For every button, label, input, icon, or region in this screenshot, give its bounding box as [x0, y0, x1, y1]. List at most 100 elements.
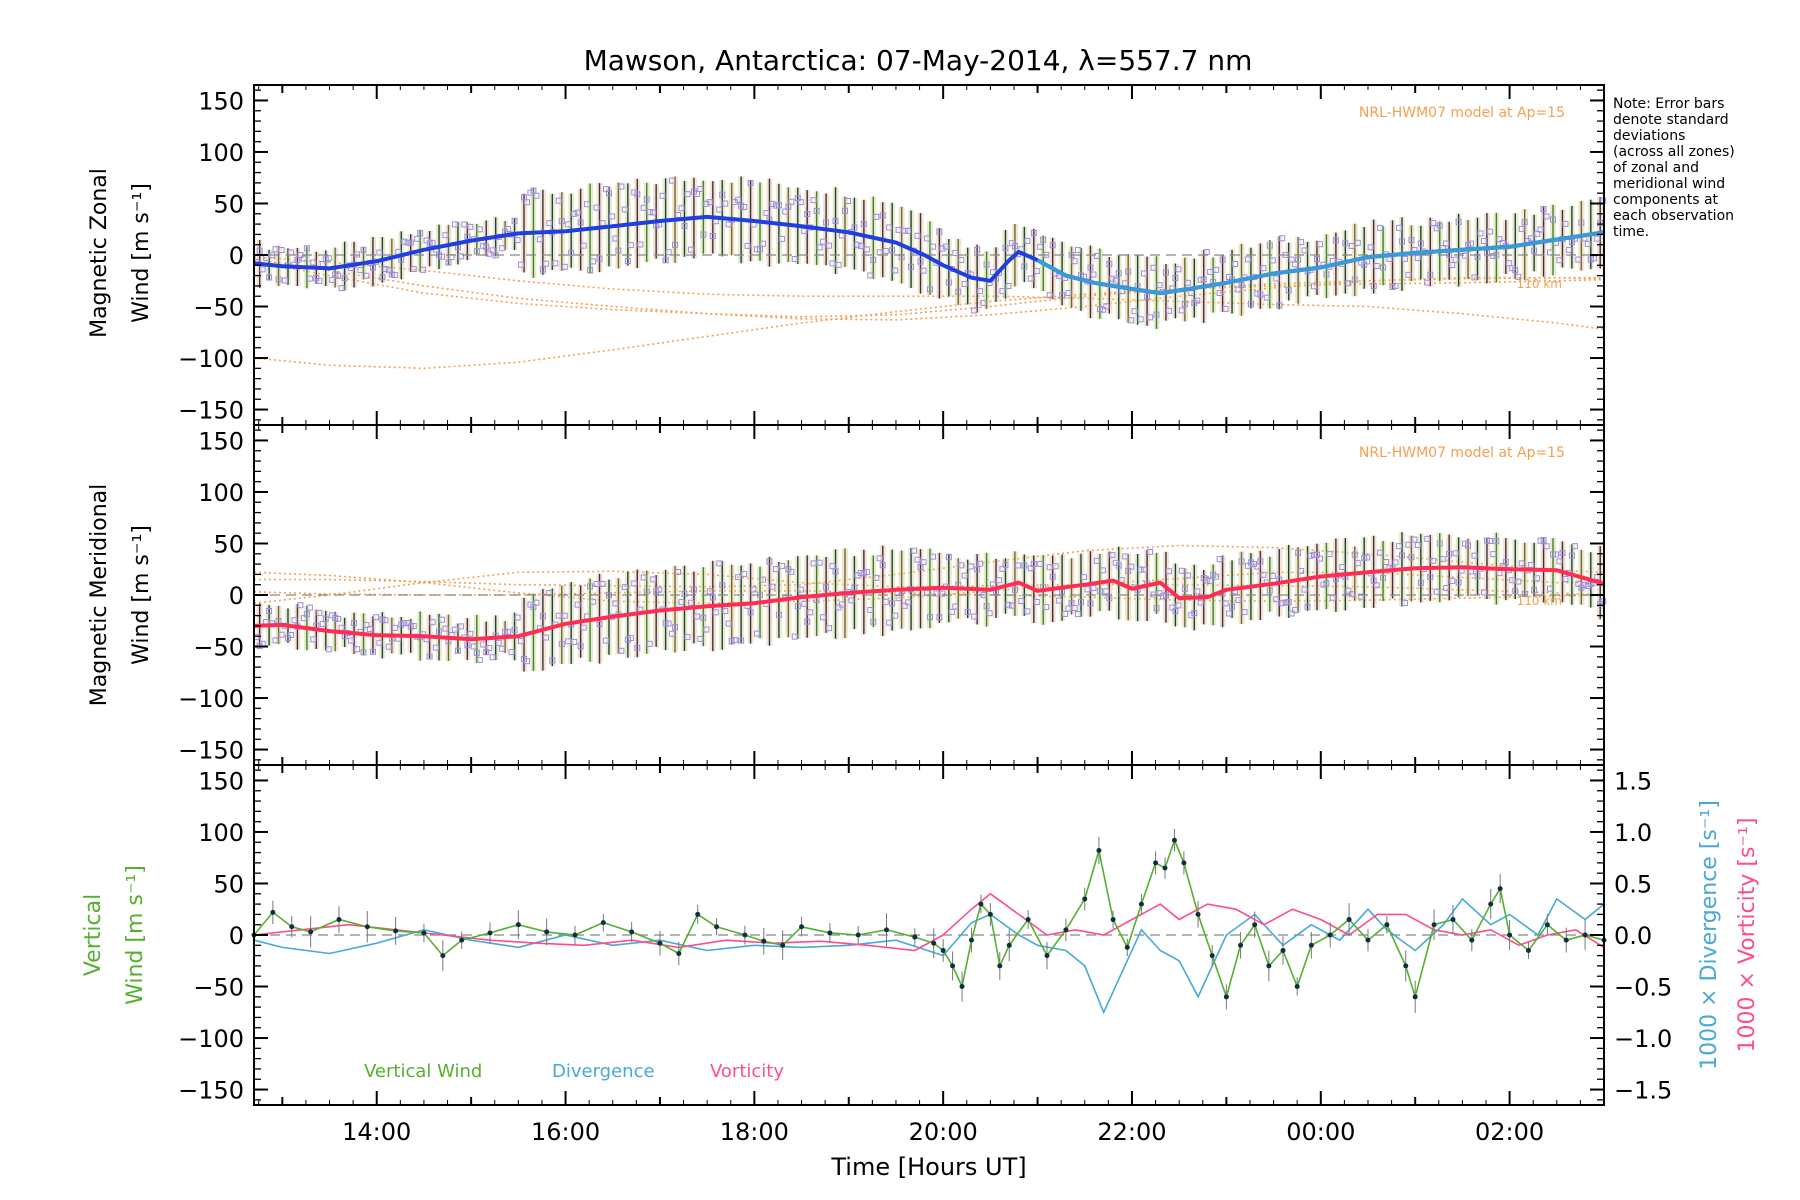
vertical-wind-point — [1044, 953, 1050, 959]
zone-wind-marker — [1537, 226, 1544, 233]
zone-wind-marker — [980, 299, 987, 306]
zone-wind-marker — [618, 183, 625, 190]
zone-wind-marker — [1128, 317, 1135, 324]
meridional-ylabel-line1: Magnetic Meridional — [87, 484, 112, 706]
vertical-wind-point — [761, 938, 767, 944]
zone-wind-marker — [1383, 559, 1390, 566]
zone-wind-marker — [863, 246, 870, 253]
zone-wind-marker — [1559, 549, 1566, 556]
y-tick-label: 0 — [229, 582, 244, 610]
zone-wind-marker — [1480, 238, 1487, 245]
zone-wind-marker — [901, 602, 908, 609]
zone-wind-marker — [561, 612, 568, 619]
vertical-wind-point — [997, 963, 1003, 969]
zone-wind-marker — [829, 260, 836, 267]
zone-wind-marker — [747, 609, 754, 616]
zone-wind-marker — [508, 649, 515, 656]
zone-wind-marker — [1314, 256, 1321, 263]
zone-wind-marker — [650, 209, 657, 216]
x-axis-label: Time [Hours UT] — [830, 1153, 1026, 1181]
zone-wind-marker — [1043, 603, 1050, 610]
vertical-wind-point — [931, 940, 937, 946]
zone-wind-marker — [832, 217, 839, 224]
zone-wind-marker — [1578, 219, 1585, 226]
zone-wind-marker — [1556, 558, 1563, 565]
zone-wind-marker — [1304, 603, 1311, 610]
zone-wind-marker — [775, 611, 782, 618]
zone-wind-marker — [631, 580, 638, 587]
zone-wind-marker — [1584, 240, 1591, 247]
zone-wind-marker — [719, 191, 726, 198]
vertical-wind-line — [253, 837, 1605, 1000]
zone-wind-marker — [325, 646, 332, 653]
vertical-wind-point — [1412, 994, 1418, 1000]
zone-wind-marker — [669, 630, 676, 637]
zone-wind-marker — [357, 267, 364, 274]
zone-wind-marker — [1398, 552, 1405, 559]
zonal-ylabel-line1: Magnetic Zonal — [87, 168, 112, 338]
zone-wind-marker — [646, 209, 653, 216]
zone-wind-marker — [1115, 562, 1122, 569]
vertical-wind-point — [940, 947, 946, 953]
zone-wind-marker — [929, 553, 936, 560]
y-tick-label: 50 — [213, 870, 244, 898]
zone-wind-marker — [835, 261, 842, 268]
zone-wind-marker — [1345, 280, 1352, 287]
vertical-wind-point — [1025, 917, 1031, 923]
zone-wind-marker — [1414, 542, 1421, 549]
y-tick-label: 0 — [229, 242, 244, 270]
x-tick-label: 02:00 — [1475, 1118, 1544, 1146]
zone-wind-marker — [741, 571, 748, 578]
zone-wind-marker — [1106, 261, 1113, 268]
vertical-wind-point — [1497, 886, 1503, 892]
zone-wind-marker — [1317, 555, 1324, 562]
zone-wind-marker — [974, 566, 981, 573]
zone-wind-marker — [612, 235, 619, 242]
y2-tick-label: 0.5 — [1614, 870, 1652, 898]
zone-wind-marker — [804, 211, 811, 218]
zone-wind-marker — [952, 249, 959, 256]
zone-wind-marker — [908, 263, 915, 270]
vertical-wind-point — [1582, 932, 1588, 938]
zone-wind-marker — [1480, 589, 1487, 596]
zone-wind-marker — [1449, 262, 1456, 269]
zone-wind-marker — [325, 255, 332, 262]
zone-wind-marker — [511, 217, 518, 224]
zone-wind-marker — [876, 555, 883, 562]
zone-wind-marker — [1080, 574, 1087, 581]
zone-wind-marker — [1285, 599, 1292, 606]
zone-wind-marker — [605, 190, 612, 197]
note-line: each observation — [1613, 208, 1735, 224]
zone-wind-marker — [1276, 302, 1283, 309]
zone-wind-marker — [1109, 552, 1116, 559]
zone-wind-marker — [945, 554, 952, 561]
zone-wind-marker — [1295, 256, 1302, 263]
zone-wind-marker — [461, 221, 468, 228]
zone-wind-marker — [700, 614, 707, 621]
zone-wind-marker — [952, 603, 959, 610]
zone-wind-marker — [936, 228, 943, 235]
zone-wind-marker — [1550, 216, 1557, 223]
zone-wind-marker — [1424, 535, 1431, 542]
y2-tick-label: 1.0 — [1614, 819, 1652, 847]
zone-wind-marker — [1427, 573, 1434, 580]
zone-wind-marker — [322, 615, 329, 622]
zone-wind-marker — [643, 196, 650, 203]
zonal-model-lines — [253, 256, 1605, 370]
vertical-wind-point — [1063, 927, 1069, 933]
zone-wind-marker — [499, 645, 506, 652]
zone-wind-marker — [832, 568, 839, 575]
zone-wind-marker — [558, 218, 565, 225]
zone-wind-marker — [436, 628, 443, 635]
zone-wind-marker — [971, 613, 978, 620]
zone-wind-marker — [1153, 311, 1160, 318]
zone-wind-marker — [549, 657, 556, 664]
zone-wind-marker — [303, 245, 310, 252]
y-tick-label: −150 — [178, 397, 244, 425]
y-tick-label: 100 — [198, 479, 244, 507]
zone-wind-marker — [1238, 558, 1245, 565]
zone-wind-marker — [1125, 268, 1132, 275]
vertical-wind-point — [1209, 953, 1215, 959]
x-tick-label: 22:00 — [1097, 1118, 1166, 1146]
zone-wind-marker — [1553, 551, 1560, 558]
